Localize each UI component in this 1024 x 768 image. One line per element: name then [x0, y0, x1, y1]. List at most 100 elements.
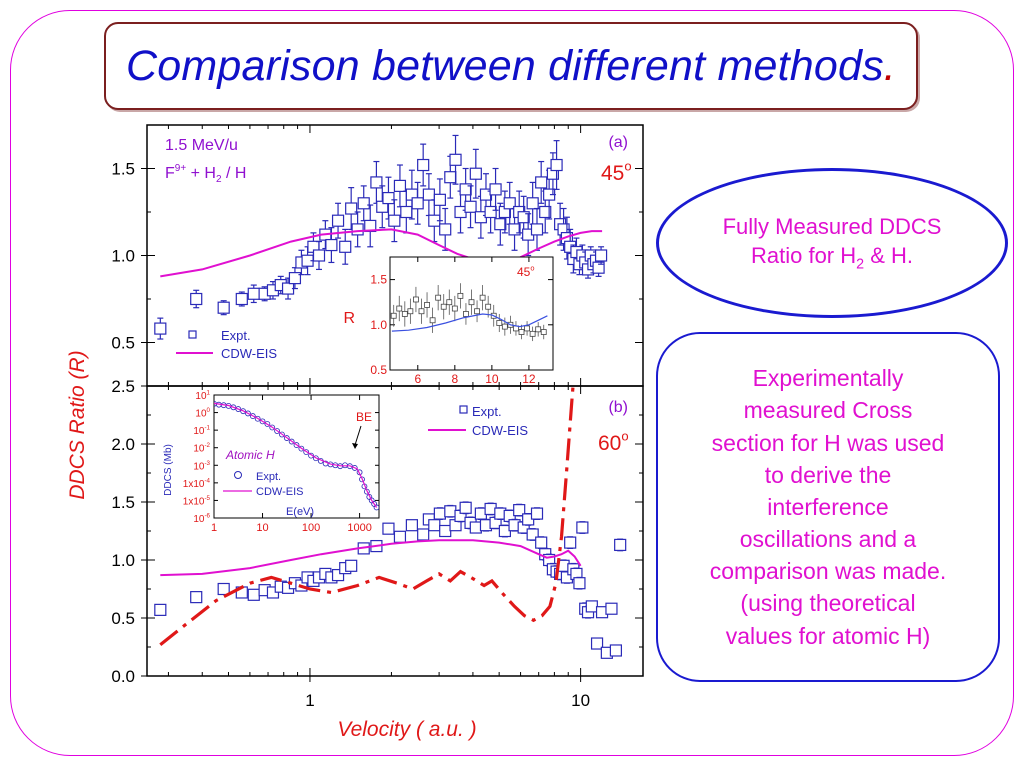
inset-b-expt-point [249, 413, 256, 419]
panel-b-cdw-eis-line [160, 539, 582, 577]
panel-a-expt-point [484, 205, 497, 219]
inset-b-x-tick-label: 100 [302, 522, 320, 534]
inset-b-expt-point [279, 431, 285, 438]
inset-a-expt-point [496, 320, 503, 326]
slide-title-text: Comparison between different methods [126, 41, 884, 90]
inset-a-expt-point [524, 325, 530, 332]
panel-b-expt-point [564, 536, 577, 549]
inset-b-expt-point [269, 424, 276, 431]
panel-b-dashdot-line [159, 386, 575, 646]
panel-a-system-label: F9+ + H2 / H [165, 163, 246, 185]
panel-a-expt-point [382, 191, 395, 205]
ratio-note-text: Fully Measured DDCS Ratio for H2 & H. [659, 171, 1005, 315]
x-tick-label: 1 [305, 691, 314, 710]
y-tick-label: 1.5 [111, 493, 135, 512]
method-note-line: Experimentally [752, 365, 904, 392]
inset-b-x-tick-label: 1 [211, 522, 217, 534]
panel-b-legend-expt-marker [459, 405, 468, 414]
ratio-note-line2-prefix: Ratio for H [750, 242, 857, 268]
panel-a-expt-point [376, 200, 389, 213]
panel-b-legend-cdw-eis: CDW-EIS [472, 423, 528, 438]
inset-b-legend-expt-marker [234, 471, 242, 479]
panel-a-expt-point-group [154, 134, 608, 340]
inset-b-subtitle: Atomic H [225, 448, 275, 462]
panel-a-expt-point [312, 249, 326, 262]
inset-a-expt-point [501, 323, 508, 330]
y-axis-title: DDCS Ratio (R) [66, 350, 89, 499]
y-tick-label: 1.0 [111, 247, 135, 266]
panel-b-expt-point [417, 528, 430, 541]
inset-b-y-tick-label: 100 [195, 407, 210, 420]
inset-a-y-tick-label: 0.5 [370, 363, 387, 377]
inset-b-y-tick-label: 101 [195, 390, 210, 403]
inset-b-expt-point [359, 476, 365, 483]
inset-a-expt-point [485, 303, 492, 310]
title-box: Comparison between different methods. [104, 22, 918, 110]
slide-title-dot: . [883, 41, 896, 90]
panel-a-expt-point [592, 261, 605, 274]
inset-b-y-tick-label: 1x10-4 [183, 477, 211, 490]
panel-b-expt-point [605, 602, 618, 615]
inset-a-x-tick-label: 6 [414, 372, 421, 386]
panel-a-expt-point [190, 292, 203, 306]
inset-b-expt-point [230, 404, 237, 411]
panel-b-expt-point [576, 521, 589, 534]
inset-b-expt-point [373, 504, 379, 511]
inset-b-x-tick-label: 10 [256, 522, 268, 534]
panel-b-expt-point [459, 501, 472, 514]
panel-a-expt-point [422, 188, 435, 201]
panel-a-expt-point [388, 214, 401, 227]
inset-b-expt-point [303, 449, 310, 456]
panel-a-expt-point [339, 240, 352, 253]
panel-b-expt-point [433, 507, 446, 520]
panel-a-expt-point [351, 223, 364, 236]
y-tick-label: 1.0 [111, 551, 135, 570]
inset-b-theory-line [214, 402, 378, 508]
method-note-line: section for H was used [711, 429, 945, 456]
panel-a-expt-point [444, 171, 457, 184]
inset-b-expt-point [293, 442, 300, 448]
panel-a-angle: 45o [601, 159, 632, 185]
inset-b-expt-point [274, 428, 280, 434]
panel-b-expt-point [526, 528, 539, 541]
inset-b-expt-point [288, 438, 295, 445]
inset-b-legend-cdw-eis: CDW-EIS [256, 486, 303, 498]
inset-a-theory-line [391, 313, 548, 332]
inset-a-y-tick-label: 1.5 [370, 273, 387, 287]
inset-b-y-tick-label: 10-1 [193, 425, 210, 438]
method-note-line: comparison was made. [709, 558, 947, 585]
y-tick-label: 0.5 [111, 334, 135, 353]
method-note-line: to derive the [764, 461, 892, 488]
panel-a-expt-point [235, 292, 248, 306]
ratio-note-line2-suffix: & H. [864, 242, 913, 268]
panel-b-expt-point-group [154, 501, 627, 659]
y-tick-label: 2.0 [111, 435, 135, 454]
slide-frame [10, 10, 1014, 756]
panel-a-expt-point [539, 205, 552, 219]
inset-a-expt-point [418, 308, 425, 315]
inset-a-expt-point [540, 329, 547, 335]
panel-a-expt-point [494, 218, 507, 231]
panel-a-expt-point [449, 153, 462, 166]
inset-a-expt-point [468, 299, 475, 306]
inset-a-expt-point [474, 308, 480, 315]
y-tick-label: 2.5 [111, 377, 135, 396]
panel-a-expt-point [281, 282, 295, 295]
panel-a-expt-point [325, 238, 338, 252]
panel-b-expt-point [585, 600, 598, 613]
panel-a-expt-point [331, 214, 345, 227]
panel-b-expt-point [393, 530, 407, 543]
inset-b-y-tick-label: 1x10-5 [183, 495, 211, 508]
inset-a-expt-point [413, 296, 419, 303]
inset-b-expt-point [240, 408, 247, 415]
inset-a-x-tick-label: 10 [485, 372, 499, 386]
inset-b-expt-point [351, 465, 358, 471]
inset-b-y-tick-label: 10-3 [193, 460, 210, 473]
panel-b-tag: (b) [608, 399, 628, 416]
method-note-line: interference [767, 493, 889, 520]
panel-b-expt-point [154, 603, 167, 616]
inset-a-expt-point [457, 292, 464, 299]
panel-a-expt-point [345, 202, 358, 215]
inset-b-y-tick-label: 10-6 [193, 513, 210, 526]
inset-a-expt-point [401, 311, 408, 317]
